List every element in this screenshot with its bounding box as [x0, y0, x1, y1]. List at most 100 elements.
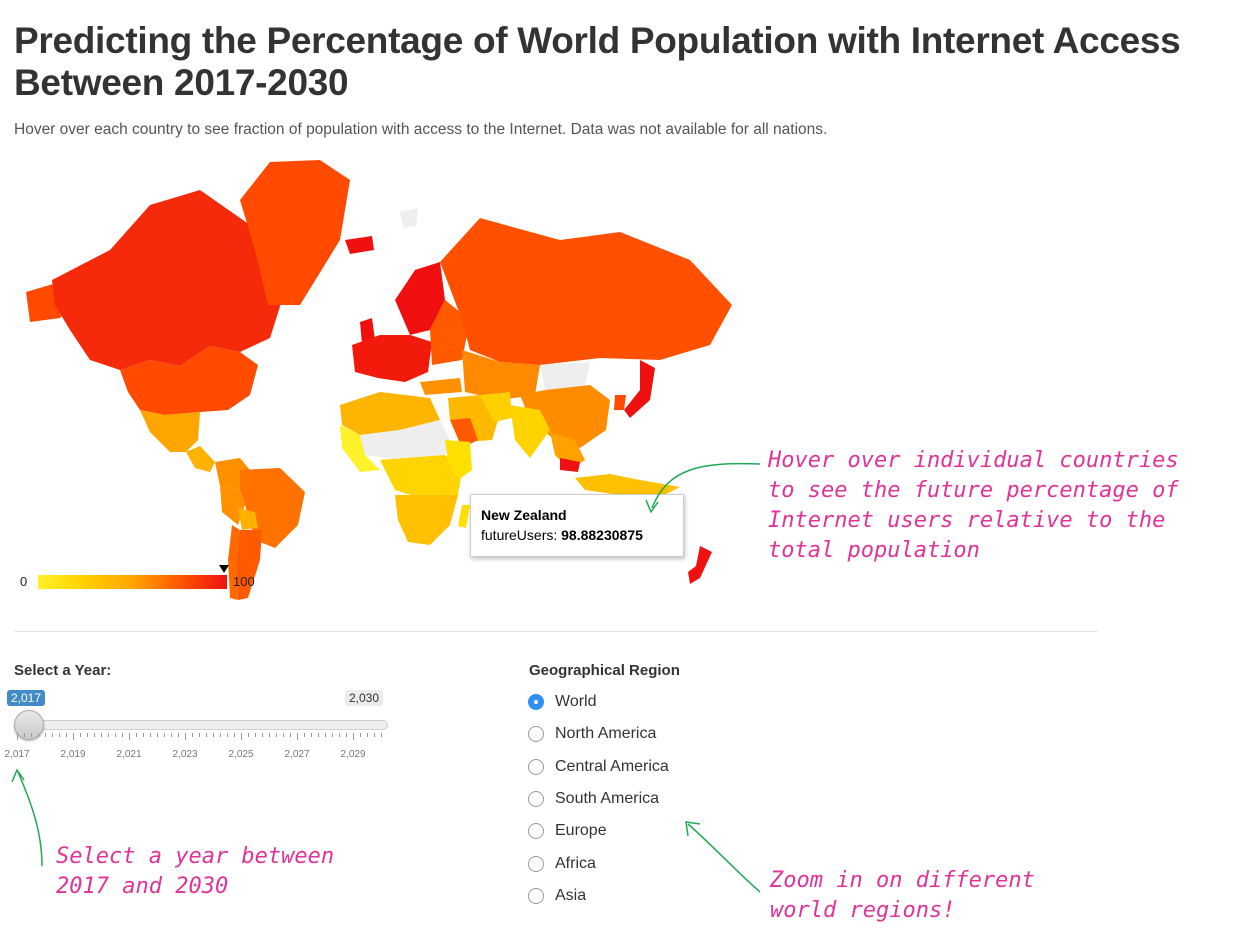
- country-usa[interactable]: [120, 346, 258, 415]
- page-title: Predicting the Percentage of World Popul…: [14, 20, 1181, 103]
- tooltip-value-label: futureUsers:: [481, 527, 558, 543]
- slider-tick: [381, 733, 382, 737]
- country-china[interactable]: [520, 385, 610, 448]
- slider-tick: [150, 733, 151, 737]
- slider-tick: [241, 733, 242, 740]
- slider-tick-label: 2,023: [172, 749, 198, 760]
- radio-label: South America: [555, 789, 660, 807]
- region-option-europe[interactable]: Europe: [528, 819, 607, 843]
- region-option-africa[interactable]: Africa: [528, 852, 596, 876]
- legend-color-scale: [38, 575, 227, 589]
- legend-max-label: 100: [233, 574, 255, 589]
- slider-tick: [178, 733, 179, 737]
- country-russia[interactable]: [440, 218, 732, 365]
- radio-label: Asia: [555, 886, 587, 904]
- year-slider-track[interactable]: [16, 720, 388, 730]
- country-central-america[interactable]: [186, 446, 215, 472]
- country-iran[interactable]: [480, 392, 512, 422]
- legend-min-label: 0: [20, 574, 28, 589]
- slider-tick: [206, 733, 207, 737]
- slider-tick: [38, 733, 39, 737]
- country-peru[interactable]: [220, 486, 245, 525]
- radio-label: Europe: [555, 822, 607, 840]
- region-option-asia[interactable]: Asia: [528, 884, 586, 908]
- country-southeast-asia[interactable]: [550, 432, 585, 470]
- radio-button[interactable]: [528, 887, 544, 904]
- country-chile[interactable]: [228, 525, 240, 600]
- slider-tick: [269, 733, 270, 737]
- slider-tick: [192, 733, 193, 737]
- slider-tick: [262, 733, 263, 737]
- year-arrow: [17, 771, 43, 867]
- radio-button[interactable]: [528, 855, 544, 872]
- country-japan[interactable]: [624, 360, 655, 418]
- country-saudi-arabia[interactable]: [450, 418, 478, 448]
- country-west-africa[interactable]: [340, 425, 380, 472]
- slider-tick: [199, 733, 200, 737]
- region-arrow: [687, 823, 761, 893]
- country-mongolia[interactable]: [540, 362, 590, 390]
- region-arrow-head: [685, 821, 701, 837]
- radio-button[interactable]: [528, 726, 544, 743]
- country-canada[interactable]: [52, 190, 282, 370]
- country-svalbard[interactable]: [400, 208, 418, 228]
- country-eastern-europe[interactable]: [430, 300, 470, 365]
- country-new-zealand[interactable]: [688, 546, 712, 584]
- country-western-europe[interactable]: [352, 335, 432, 382]
- country-argentina[interactable]: [236, 530, 262, 600]
- country-east-africa[interactable]: [445, 440, 472, 480]
- country-malaysia[interactable]: [560, 458, 580, 472]
- slider-tick: [297, 733, 298, 740]
- country-india[interactable]: [510, 405, 550, 458]
- slider-tick: [101, 733, 102, 737]
- radio-label: Africa: [555, 854, 596, 872]
- page-subtitle: Hover over each country to see fraction …: [14, 121, 828, 138]
- country-korea[interactable]: [614, 395, 626, 410]
- world-choropleth-map[interactable]: [0, 150, 740, 610]
- radio-label: World: [555, 693, 597, 710]
- country-sahel[interactable]: [360, 420, 450, 460]
- slider-tick: [276, 733, 277, 737]
- country-scandinavia[interactable]: [395, 262, 445, 335]
- slider-tick: [164, 733, 165, 737]
- country-tooltip: New Zealand futureUsers: 98.88230875: [470, 494, 684, 557]
- slider-tick: [24, 733, 25, 737]
- country-central-africa[interactable]: [380, 455, 462, 498]
- country-iceland[interactable]: [345, 236, 374, 254]
- slider-tick: [227, 733, 228, 737]
- region-option-north-america[interactable]: North America: [528, 722, 656, 746]
- slider-tick: [45, 733, 46, 737]
- slider-tick: [374, 733, 375, 737]
- country-uk[interactable]: [360, 318, 375, 344]
- slider-tick: [66, 733, 67, 737]
- country-madagascar[interactable]: [458, 505, 470, 528]
- country-turkey[interactable]: [420, 378, 462, 395]
- radio-button[interactable]: [528, 758, 544, 775]
- country-mexico[interactable]: [140, 410, 200, 452]
- year-slider-handle[interactable]: [14, 710, 44, 740]
- country-bolivia[interactable]: [238, 508, 258, 530]
- region-option-central-america[interactable]: Central America: [528, 755, 669, 779]
- slider-tick: [332, 733, 333, 737]
- slider-tick: [136, 733, 137, 737]
- slider-tick: [220, 733, 221, 737]
- region-option-south-america[interactable]: South America: [528, 787, 659, 811]
- slider-tick: [234, 733, 235, 737]
- section-divider: [14, 631, 1098, 632]
- tooltip-country-name: New Zealand: [481, 507, 567, 523]
- radio-button[interactable]: [528, 823, 544, 840]
- country-greenland[interactable]: [240, 160, 350, 305]
- year-arrow-head: [11, 768, 25, 783]
- region-option-world[interactable]: World: [528, 690, 597, 714]
- radio-button[interactable]: [528, 790, 544, 807]
- slider-tick: [157, 733, 158, 737]
- slider-tick: [143, 733, 144, 737]
- slider-tick: [346, 733, 347, 737]
- country-kazakhstan[interactable]: [462, 350, 540, 400]
- radio-button[interactable]: [528, 694, 544, 710]
- slider-tick-label: 2,019: [60, 749, 86, 760]
- country-north-africa[interactable]: [340, 392, 440, 435]
- radio-label: Central America: [555, 757, 669, 775]
- slider-tick: [52, 733, 53, 737]
- country-southern-africa[interactable]: [395, 495, 458, 545]
